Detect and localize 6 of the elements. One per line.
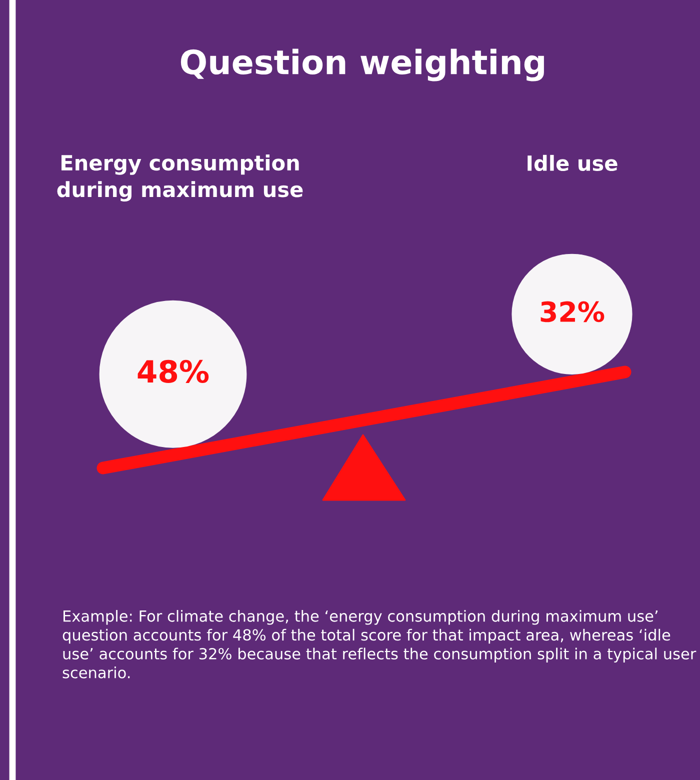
text: Example: For climate change, the ‘energy consumption during maximum use’ question accounts for 48% of the total score for that impact area, whereas ‘idle use’ accounts for 32% because that reflects the consumption split in a typical user scenario. bbox=[62, 610, 696, 678]
category-label: Idle use bbox=[528, 154, 618, 172]
category-label: Energy consumption during maximum use bbox=[57, 154, 303, 202]
text: Question weighting bbox=[180, 48, 544, 82]
data-label: 32% bbox=[540, 301, 604, 322]
data-label: 48% bbox=[138, 360, 209, 383]
